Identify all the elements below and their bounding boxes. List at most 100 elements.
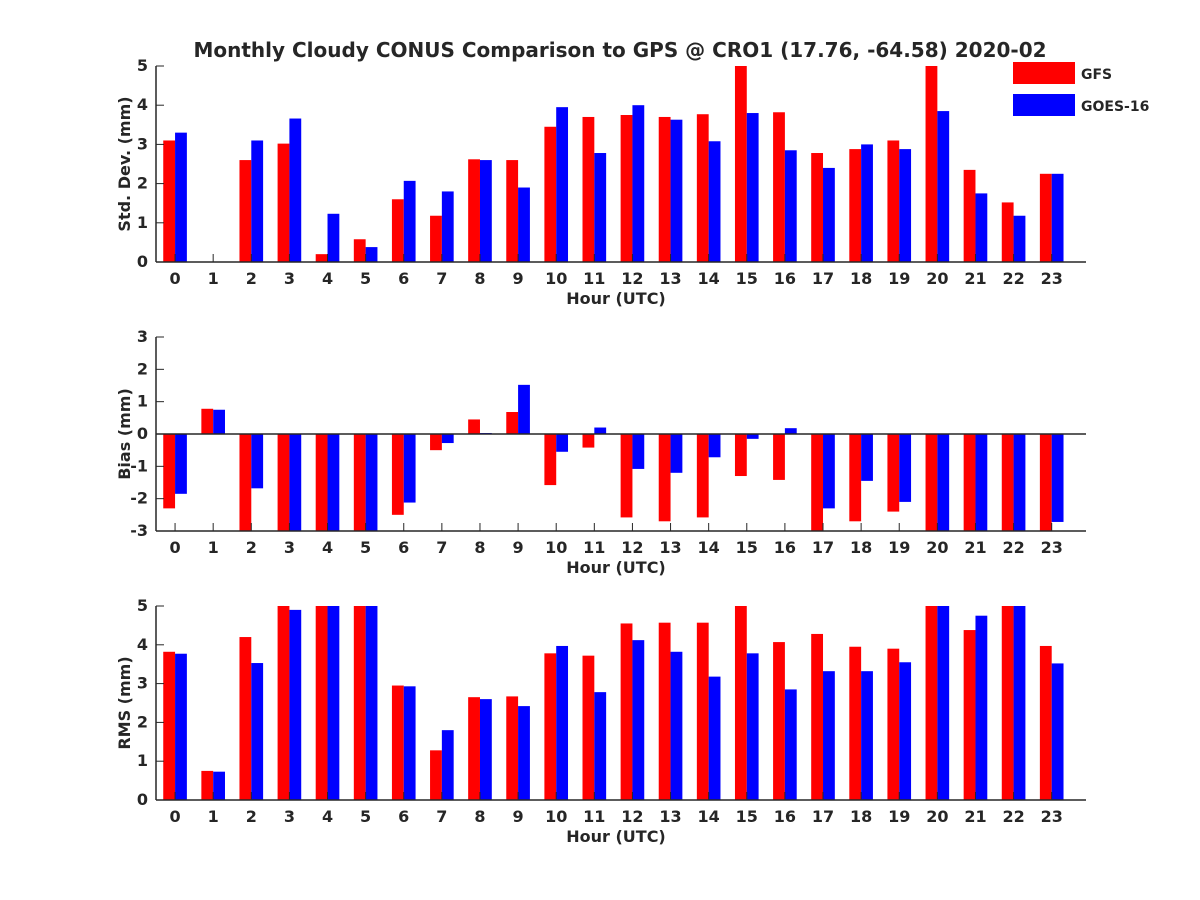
bar-gfs-hour-7	[430, 750, 442, 800]
x-tick-label: 23	[1041, 269, 1063, 288]
bar-gfs-hour-5	[353, 434, 366, 531]
x-tick-label: 14	[698, 269, 720, 288]
bar-goes16-hour-17	[823, 434, 835, 509]
bar-goes16-hour-7	[441, 434, 454, 444]
bar-goes16-hour-22	[1013, 215, 1026, 262]
bar-goes16-hour-12	[632, 640, 645, 800]
bar-goes16-hour-6	[403, 180, 416, 262]
x-tick-label: 4	[322, 538, 333, 557]
y-tick-label: 3	[137, 134, 148, 153]
bar-gfs-hour-20	[925, 434, 938, 531]
bar-gfs-hour-5	[353, 606, 366, 800]
bar-goes16-hour-23	[1051, 434, 1064, 522]
bar-gfs-hour-21	[963, 630, 976, 800]
x-tick-label: 3	[284, 538, 295, 557]
x-tick-label: 18	[850, 807, 872, 826]
bar-gfs-hour-3	[277, 434, 290, 531]
bar-gfs-hour-12	[620, 623, 633, 800]
x-tick-label: 4	[322, 807, 333, 826]
x-tick-label: 16	[774, 538, 796, 557]
x-tick-label: 20	[926, 269, 948, 288]
legend: GFS GOES-16	[1013, 62, 1149, 116]
x-tick-label: 14	[698, 538, 720, 557]
x-tick-label: 23	[1041, 538, 1063, 557]
bar-goes16-hour-7	[441, 730, 454, 800]
x-tick-label: 21	[964, 807, 986, 826]
y-tick-label: -1	[130, 456, 148, 475]
bar-goes16-hour-15	[746, 434, 759, 439]
bar-goes16-hour-4	[327, 434, 340, 531]
x-tick-label: 5	[360, 807, 371, 826]
bar-goes16-hour-5	[365, 434, 378, 531]
x-tick-label: 19	[888, 538, 910, 557]
bar-gfs-hour-0	[163, 651, 176, 800]
bar-gfs-hour-4	[315, 254, 328, 262]
bar-gfs-hour-22	[1001, 202, 1014, 262]
bar-gfs-hour-17	[811, 434, 824, 531]
y-tick-label: 1	[137, 392, 148, 411]
bar-goes16-hour-3	[289, 434, 302, 531]
x-tick-label: 10	[545, 538, 567, 557]
x-tick-label: 20	[926, 807, 948, 826]
bar-gfs-hour-16	[773, 434, 785, 480]
x-tick-label: 10	[545, 807, 567, 826]
x-tick-label: 7	[436, 538, 447, 557]
bar-goes16-hour-11	[594, 427, 607, 434]
y-tick-label: 5	[137, 596, 148, 615]
y-tick-label: 0	[137, 424, 148, 443]
y-tick-label: 4	[137, 635, 148, 654]
y-tick-label: 3	[137, 674, 148, 693]
y-axis-label: RMS (mm)	[115, 656, 134, 749]
bar-gfs-hour-15	[734, 66, 747, 262]
bar-goes16-hour-20	[937, 606, 950, 800]
bar-gfs-hour-17	[811, 633, 824, 800]
legend-swatch-gfs	[1013, 62, 1075, 84]
x-tick-label: 15	[736, 269, 758, 288]
bar-gfs-hour-1	[201, 408, 214, 434]
x-tick-label: 4	[322, 269, 333, 288]
bar-goes16-hour-4	[327, 606, 340, 800]
x-tick-label: 13	[659, 807, 681, 826]
bar-gfs-hour-10	[544, 653, 557, 800]
bar-goes16-hour-18	[861, 144, 873, 262]
y-tick-label: 2	[137, 359, 148, 378]
bar-goes16-hour-3	[289, 118, 302, 262]
bar-gfs-hour-13	[658, 116, 671, 263]
y-tick-label: 1	[137, 751, 148, 770]
bar-goes16-hour-13	[670, 651, 683, 800]
bar-gfs-hour-19	[887, 434, 900, 512]
bar-goes16-hour-21	[975, 615, 988, 800]
bar-gfs-hour-15	[734, 434, 747, 477]
bar-goes16-hour-0	[175, 653, 187, 800]
x-tick-label: 2	[246, 538, 257, 557]
bar-gfs-hour-4	[315, 434, 328, 531]
bar-gfs-hour-17	[811, 153, 824, 262]
bar-gfs-hour-23	[1039, 434, 1052, 531]
bar-goes16-hour-8	[479, 160, 492, 262]
bar-goes16-hour-1	[213, 771, 225, 800]
x-axis-label: Hour (UTC)	[566, 558, 666, 577]
bar-goes16-hour-16	[784, 689, 797, 800]
bar-gfs-hour-12	[620, 434, 633, 518]
bar-goes16-hour-3	[289, 609, 302, 800]
bar-gfs-hour-9	[506, 412, 519, 434]
bar-goes16-hour-11	[594, 692, 607, 800]
bar-goes16-hour-19	[899, 662, 912, 800]
bar-gfs-hour-22	[1001, 606, 1014, 800]
bar-goes16-hour-1	[213, 409, 225, 434]
bar-gfs-hour-19	[887, 648, 900, 800]
bar-gfs-hour-14	[696, 114, 709, 262]
y-tick-label: -2	[130, 489, 148, 508]
x-tick-label: 17	[812, 807, 834, 826]
bar-goes16-hour-15	[746, 113, 759, 262]
bar-gfs-hour-20	[925, 66, 938, 262]
x-tick-label: 6	[398, 538, 409, 557]
bar-gfs-hour-1	[201, 770, 214, 800]
bar-goes16-hour-22	[1013, 606, 1026, 800]
x-tick-label: 8	[474, 807, 485, 826]
bar-goes16-hour-21	[975, 434, 988, 531]
chart-title: Monthly Cloudy CONUS Comparison to GPS @…	[193, 38, 1046, 62]
bar-gfs-hour-3	[277, 143, 290, 262]
bar-goes16-hour-21	[975, 193, 988, 262]
